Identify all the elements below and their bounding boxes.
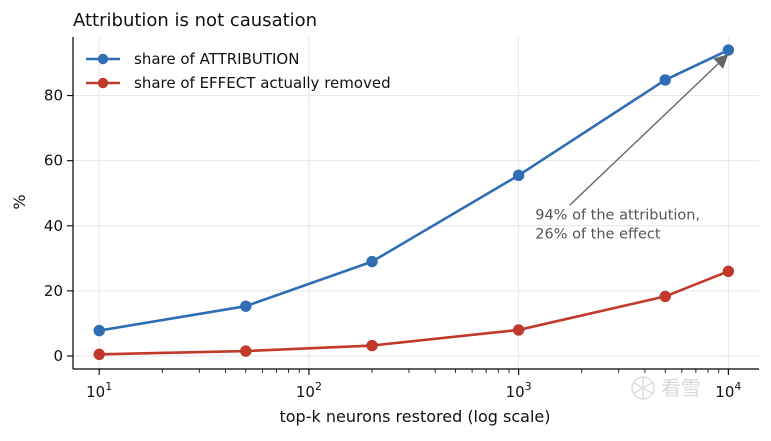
x-tick-exponent: 4: [734, 380, 741, 393]
legend-effect-marker: [97, 77, 109, 89]
annotation-arrow: [569, 54, 729, 206]
attribution-point: [659, 74, 671, 86]
x-tick-exponent: 2: [315, 380, 322, 393]
legend-attribution-marker: [97, 53, 109, 65]
effect-point: [512, 324, 525, 336]
attribution-point: [722, 44, 735, 56]
y-tick-label: 20: [44, 282, 63, 300]
x-tick-base: 10: [86, 383, 105, 401]
x-tick-exponent: 1: [105, 380, 112, 393]
gridlines: [73, 37, 759, 369]
x-tick-base: 10: [296, 383, 315, 401]
attribution-point: [240, 300, 252, 312]
attribution-point: [93, 324, 105, 337]
x-axis-label: top-k neurons restored (log scale): [279, 407, 550, 426]
x-tick-label: 104: [715, 380, 741, 401]
legend: share of ATTRIBUTION share of EFFECT actu…: [86, 50, 391, 92]
effect-point: [366, 339, 378, 352]
annotation-text-line: 94% of the attribution,: [535, 207, 700, 223]
series-layer: [93, 44, 735, 361]
watermark: 看雪: [631, 376, 701, 400]
effect-point: [722, 265, 735, 278]
chart-title: Attribution is not causation: [73, 10, 317, 31]
effect-point: [93, 348, 105, 361]
y-tick-label: 40: [44, 217, 63, 235]
y-axis-label: %: [10, 194, 29, 209]
x-tick-label: 103: [506, 380, 532, 401]
snowflake-icon: [631, 376, 655, 400]
y-tick-label: 0: [53, 347, 63, 365]
y-tick-label: 60: [44, 152, 63, 170]
attribution-series-line: [97, 48, 730, 332]
x-tick-base: 10: [715, 383, 734, 401]
annotation-layer: 94% of the attribution, 26% of the effect: [535, 54, 729, 242]
effect-point: [240, 345, 252, 357]
y-tick-label: 80: [44, 87, 63, 105]
watermark-text: 看雪: [661, 376, 701, 400]
x-tick-label: 101: [86, 380, 112, 401]
effect-series-line: [97, 270, 730, 356]
legend-effect-label: share of EFFECT actually removed: [134, 74, 391, 92]
x-tick-label: 102: [296, 380, 322, 401]
effect-point: [659, 290, 671, 303]
x-tick-base: 10: [506, 383, 525, 401]
legend-attribution-label: share of ATTRIBUTION: [134, 50, 299, 68]
attribution-point: [512, 169, 525, 182]
annotation-text-line: 26% of the effect: [535, 226, 661, 242]
attribution-point: [366, 255, 378, 268]
x-tick-exponent: 3: [525, 380, 532, 393]
